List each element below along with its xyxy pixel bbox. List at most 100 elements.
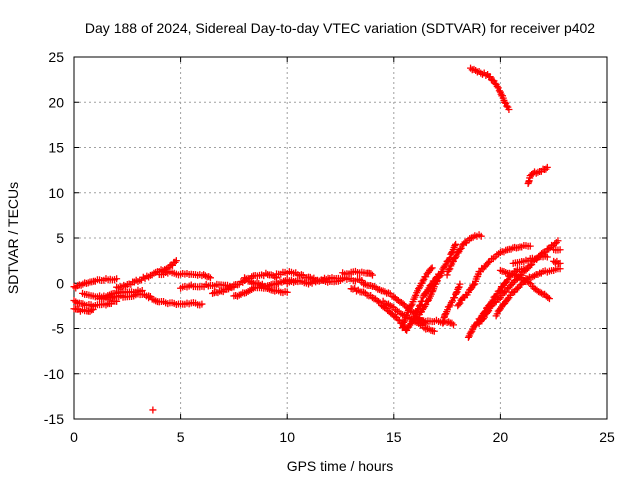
series-t30 <box>509 252 551 267</box>
data-point <box>452 240 460 248</box>
data-point <box>430 327 438 335</box>
series-t19 <box>398 264 436 332</box>
data-point <box>198 300 206 308</box>
data-point <box>451 294 459 302</box>
data-point <box>526 242 534 250</box>
series-t36 <box>149 406 157 414</box>
data-point <box>505 105 513 113</box>
data-point <box>399 300 407 308</box>
data-point <box>534 288 542 296</box>
series-t22 <box>411 315 457 329</box>
data-point <box>457 244 465 252</box>
data-marks <box>70 64 564 414</box>
series-t33 <box>550 265 564 274</box>
series-t10 <box>209 269 281 297</box>
data-point <box>503 277 511 285</box>
data-point <box>556 265 564 273</box>
x-tick-label: 5 <box>177 429 185 445</box>
data-point <box>486 73 494 81</box>
data-point <box>172 257 180 265</box>
data-point <box>484 308 492 316</box>
data-point <box>484 258 492 266</box>
data-point <box>445 266 453 274</box>
series-t7 <box>145 293 206 309</box>
data-point <box>526 261 534 269</box>
data-point <box>456 280 464 288</box>
data-point <box>433 277 441 285</box>
y-tick-label: 20 <box>48 94 64 110</box>
data-point <box>556 246 564 254</box>
data-point <box>480 313 488 321</box>
data-point <box>367 270 375 278</box>
data-point <box>456 245 464 253</box>
data-point <box>467 285 475 293</box>
series-t24 <box>439 280 464 327</box>
data-point <box>501 98 509 106</box>
data-point <box>428 264 436 272</box>
data-point <box>477 232 485 240</box>
axis-ticks: 0 5 10 15 20 25 -15 -10 -5 0 5 10 15 20 25 <box>44 49 615 445</box>
data-point <box>493 82 501 90</box>
series-t35 <box>524 163 551 187</box>
data-point <box>495 287 503 295</box>
series-t8 <box>155 268 214 282</box>
x-tick-label: 20 <box>493 429 509 445</box>
data-point <box>449 321 457 329</box>
x-tick-label: 0 <box>70 429 78 445</box>
series-t15 <box>339 267 376 279</box>
series-t31 <box>550 246 564 254</box>
x-axis-label: GPS time / hours <box>287 458 394 474</box>
chart-title: Day 188 of 2024, Sidereal Day-to-day VTE… <box>85 20 595 36</box>
x-tick-label: 25 <box>599 429 615 445</box>
series-t14 <box>283 274 366 288</box>
data-point <box>479 315 487 323</box>
series-t6 <box>113 257 180 292</box>
data-point <box>113 275 121 283</box>
data-point <box>89 305 97 313</box>
data-point <box>206 274 214 282</box>
data-point <box>452 289 460 297</box>
x-tick-label: 15 <box>386 429 402 445</box>
data-point <box>435 273 443 281</box>
series-t34 <box>467 64 513 113</box>
data-point <box>368 294 376 302</box>
data-point <box>544 293 552 301</box>
series-t3 <box>70 305 97 315</box>
data-point <box>437 269 445 277</box>
data-point <box>543 163 551 171</box>
series-t25 <box>454 241 534 310</box>
data-point <box>400 318 408 326</box>
series-t1 <box>70 275 121 292</box>
series-t23 <box>443 231 485 279</box>
y-tick-label: 25 <box>48 49 64 65</box>
data-point <box>538 289 546 297</box>
data-point <box>445 303 453 311</box>
data-point <box>497 90 505 98</box>
data-point <box>464 333 472 341</box>
series-t21 <box>415 240 460 318</box>
data-point <box>407 302 415 310</box>
data-point <box>543 253 551 261</box>
data-point <box>454 284 462 292</box>
y-tick-label: 15 <box>48 140 64 156</box>
y-tick-label: -5 <box>52 321 65 337</box>
data-point <box>171 258 179 266</box>
series-t29 <box>496 266 553 303</box>
x-tick-label: 10 <box>279 429 295 445</box>
data-point <box>149 406 157 414</box>
data-point <box>451 254 459 262</box>
data-point <box>427 265 435 273</box>
data-point <box>451 242 459 250</box>
data-point <box>551 240 559 248</box>
y-tick-label: -10 <box>44 366 64 382</box>
y-tick-label: 10 <box>48 185 64 201</box>
y-tick-label: 5 <box>56 230 64 246</box>
data-point <box>470 281 478 289</box>
y-tick-label: 0 <box>56 275 64 291</box>
data-point <box>545 295 553 303</box>
data-point <box>447 299 455 307</box>
data-point <box>528 261 536 269</box>
data-point <box>283 288 291 296</box>
